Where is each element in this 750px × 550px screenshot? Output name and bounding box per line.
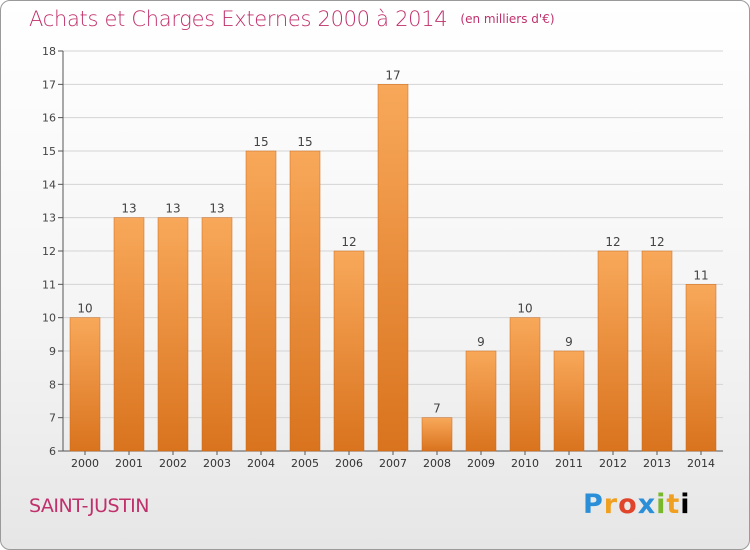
x-tick-label: 2013 — [643, 457, 671, 470]
data-label: 15 — [297, 135, 312, 149]
data-label: 15 — [253, 135, 268, 149]
x-tick-label: 2012 — [599, 457, 627, 470]
proxiti-logo[interactable]: Proxiti — [583, 489, 691, 520]
y-tick-label: 14 — [42, 178, 56, 191]
x-tick-label: 2005 — [291, 457, 319, 470]
bars — [69, 84, 717, 452]
bar-2011 — [553, 350, 585, 452]
bar-2002 — [157, 217, 189, 452]
bar-2007 — [377, 84, 409, 452]
y-tick-label: 16 — [42, 112, 56, 125]
y-tick-label: 9 — [49, 345, 56, 358]
data-label: 17 — [385, 68, 400, 82]
y-tick-label: 18 — [42, 45, 56, 58]
title-text: Achats et Charges Externes 2000 à 2014 — [29, 7, 448, 31]
data-label: 9 — [565, 335, 573, 349]
y-tick-label: 7 — [49, 412, 56, 425]
x-tick-label: 2011 — [555, 457, 583, 470]
data-label: 13 — [121, 202, 136, 216]
bar-2009 — [465, 350, 497, 452]
x-tick-label: 2002 — [159, 457, 187, 470]
y-tick-label: 8 — [49, 378, 56, 391]
y-tick-label: 6 — [49, 445, 56, 458]
bar-2013 — [641, 250, 673, 452]
unit-text: (en milliers d'€) — [460, 12, 555, 26]
data-label: 9 — [477, 335, 485, 349]
bar-2008 — [421, 417, 453, 452]
y-tick-label: 10 — [42, 312, 56, 325]
bar-2001 — [113, 217, 145, 452]
x-tick-label: 2007 — [379, 457, 407, 470]
x-tick-label: 2000 — [71, 457, 99, 470]
data-label: 13 — [209, 202, 224, 216]
data-label: 10 — [517, 302, 532, 316]
data-label: 12 — [605, 235, 620, 249]
bar-2003 — [201, 217, 233, 452]
x-tick-label: 2008 — [423, 457, 451, 470]
data-label: 12 — [341, 235, 356, 249]
data-label: 11 — [693, 268, 708, 282]
y-tick-label: 15 — [42, 145, 56, 158]
y-tick-label: 13 — [42, 212, 56, 225]
data-label: 13 — [165, 202, 180, 216]
bar-2005 — [289, 150, 321, 452]
x-tick-label: 2004 — [247, 457, 275, 470]
x-tick-label: 2014 — [687, 457, 715, 470]
commune-name: SAINT-JUSTIN — [29, 495, 150, 517]
data-label: 10 — [77, 302, 92, 316]
labels: 6 7 8 9 10 11 12 13 14 15 16 17 18 10 2000 13 2001 13 2002… — [42, 45, 715, 470]
data-label: 12 — [649, 235, 664, 249]
y-tick-label: 12 — [42, 245, 56, 258]
x-tick-label: 2010 — [511, 457, 539, 470]
x-tick-label: 2009 — [467, 457, 495, 470]
bar-2010 — [509, 317, 541, 452]
bar-2000 — [69, 317, 101, 452]
chart-title: Achats et Charges Externes 2000 à 2014 (… — [29, 7, 555, 31]
bar-2012 — [597, 250, 629, 452]
y-tick-label: 17 — [42, 78, 56, 91]
x-tick-label: 2003 — [203, 457, 231, 470]
bar-2004 — [245, 150, 277, 452]
data-label: 7 — [433, 402, 441, 416]
bar-2006 — [333, 250, 365, 452]
y-tick-label: 11 — [42, 278, 56, 291]
x-tick-label: 2001 — [115, 457, 143, 470]
x-tick-label: 2006 — [335, 457, 363, 470]
bar-2014 — [685, 284, 717, 452]
